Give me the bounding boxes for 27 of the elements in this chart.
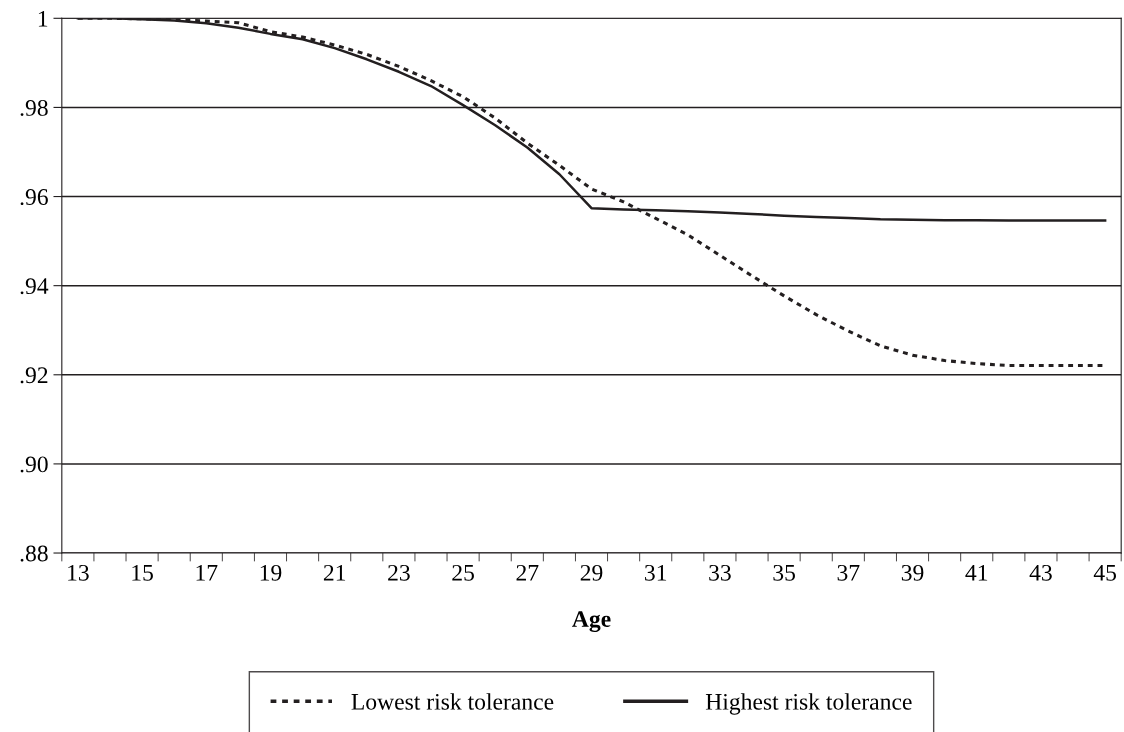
- y-tick-label: .88: [20, 545, 48, 562]
- y-tick-label: .90: [20, 456, 48, 473]
- y-tick-label: .98: [20, 99, 48, 116]
- x-tick-label: 21: [323, 564, 346, 581]
- x-tick-label: 25: [452, 564, 474, 581]
- legend-label: Lowest risk tolerance: [351, 693, 554, 710]
- x-tick-label: 23: [388, 564, 410, 581]
- y-tick-label: .92: [20, 367, 48, 384]
- x-tick-label: 45: [1093, 564, 1117, 581]
- legend-label: Highest risk tolerance: [705, 693, 912, 715]
- y-tick-label: 1: [38, 10, 48, 27]
- x-axis-title: Age: [572, 611, 611, 632]
- x-tick-label: 41: [965, 564, 988, 581]
- y-tick-label: .96: [20, 189, 48, 206]
- x-tick-label: 19: [260, 564, 282, 581]
- y-tick-label: .94: [20, 278, 49, 295]
- x-tick-label: 13: [68, 564, 89, 581]
- x-tick-label: 35: [773, 564, 795, 581]
- x-tick-label: 31: [645, 564, 667, 581]
- x-tick-label: 15: [132, 564, 153, 581]
- x-tick-label: 29: [580, 564, 603, 581]
- x-tick-label: 39: [901, 564, 924, 581]
- x-tick-label: 37: [837, 564, 860, 581]
- x-tick-label: 27: [516, 564, 539, 581]
- x-tick-label: 33: [709, 564, 731, 581]
- x-tick-label: 17: [196, 564, 218, 581]
- x-tick-label: 43: [1029, 564, 1052, 581]
